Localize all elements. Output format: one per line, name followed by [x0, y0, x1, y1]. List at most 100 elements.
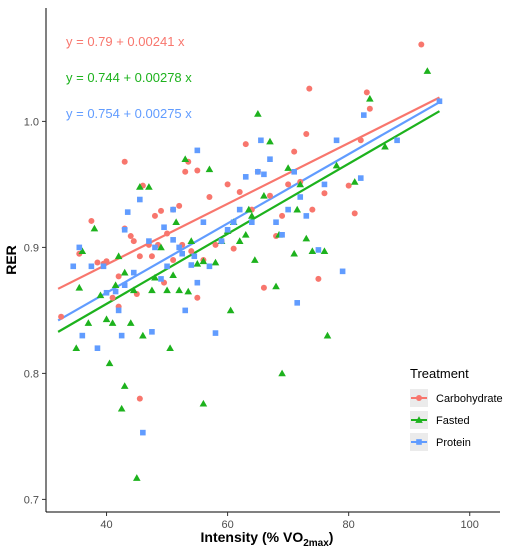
data-point-fasted: [172, 218, 180, 226]
data-point-carbohydrate: [242, 141, 249, 148]
data-point-fasted: [350, 178, 359, 185]
data-point-protein: [261, 171, 267, 178]
data-point-carbohydrate: [158, 207, 165, 214]
fit-line-fasted: [57, 110, 441, 333]
data-point-protein: [179, 250, 185, 257]
data-point-protein: [176, 244, 182, 251]
data-point-carbohydrate: [266, 192, 273, 199]
data-point-fasted: [145, 183, 153, 190]
legend-item-fasted: Fasted: [410, 411, 470, 429]
legend-marker: [416, 395, 422, 401]
data-point-carbohydrate: [230, 245, 237, 252]
data-point-protein: [249, 219, 255, 225]
data-point-protein: [321, 181, 328, 188]
data-point-carbohydrate: [94, 259, 101, 266]
fit-line-carbohydrate: [57, 96, 440, 290]
data-point-fasted: [308, 247, 317, 255]
data-point-fasted: [251, 256, 259, 263]
data-point-protein: [182, 307, 189, 314]
data-point-carbohydrate: [136, 395, 143, 402]
data-point-protein: [333, 137, 340, 144]
data-point-carbohydrate: [170, 257, 177, 263]
data-point-fasted: [199, 257, 208, 265]
data-point-fasted: [75, 283, 84, 291]
data-point-protein: [394, 137, 400, 144]
data-point-protein: [258, 137, 264, 144]
data-point-protein: [267, 156, 273, 162]
data-point-protein: [152, 244, 158, 251]
legend-marker: [416, 439, 422, 445]
data-point-fasted: [136, 183, 144, 190]
data-point-fasted: [117, 404, 126, 412]
data-point-fasted: [111, 281, 120, 289]
data-point-fasted: [129, 286, 138, 294]
data-point-carbohydrate: [194, 294, 201, 301]
x-axis-title: Intensity (% VO2max): [201, 529, 334, 549]
data-point-fasted: [139, 331, 147, 339]
y-axis-ticks: 0.7 0.8 0.9 1.0: [24, 116, 46, 506]
data-point-fasted: [72, 344, 81, 352]
data-point-protein: [191, 253, 198, 260]
data-point-carbohydrate: [303, 131, 310, 137]
series-fasted: [72, 67, 432, 481]
data-point-fasted: [175, 286, 183, 294]
data-point-carbohydrate: [306, 85, 313, 92]
data-point-protein: [118, 332, 125, 339]
data-point-fasted: [235, 237, 244, 244]
data-point-fasted: [278, 369, 286, 377]
data-point-fasted: [293, 205, 302, 213]
data-point-protein: [194, 147, 201, 154]
data-point-carbohydrate: [357, 137, 364, 144]
data-point-protein: [79, 332, 86, 339]
data-point-fasted: [96, 291, 105, 299]
x-tick-label: 40: [100, 519, 112, 531]
data-point-protein: [255, 169, 261, 175]
data-point-fasted: [157, 243, 165, 251]
data-point-carbohydrate: [136, 253, 143, 260]
data-point-fasted: [78, 247, 87, 255]
data-point-protein: [315, 247, 322, 253]
data-point-carbohydrate: [315, 275, 322, 282]
data-point-carbohydrate: [212, 241, 219, 248]
data-point-carbohydrate: [224, 181, 231, 188]
data-point-fasted: [226, 306, 235, 314]
x-tick-label: 100: [461, 519, 479, 531]
data-point-carbohydrate: [260, 284, 267, 291]
data-point-protein: [121, 282, 128, 288]
data-point-fasted: [323, 331, 332, 339]
data-point-fasted: [133, 474, 141, 481]
data-point-protein: [170, 237, 176, 243]
data-point-protein: [158, 276, 164, 282]
data-point-fasted: [366, 94, 374, 102]
data-point-fasted: [120, 382, 129, 389]
legend-label: Carbohydrate: [436, 393, 503, 405]
data-point-fasted: [120, 268, 129, 276]
legend-item-protein: Protein: [410, 433, 471, 451]
x-axis-title-tail: ): [329, 529, 334, 545]
data-point-fasted: [114, 252, 123, 260]
plot-area: 0.7 0.8 0.9 1.0 40 60 80 100 y = 0.79 + 0.0024…: [24, 8, 500, 531]
data-point-fasted: [260, 191, 268, 199]
data-point-protein: [88, 263, 95, 270]
legend-items: Carbohydrate Fasted Protein: [410, 389, 503, 451]
legend-label: Protein: [436, 437, 471, 449]
data-point-protein: [146, 238, 152, 244]
x-axis-title-subscript: 2max: [303, 538, 329, 549]
data-point-carbohydrate: [418, 41, 425, 48]
data-point-fasted: [254, 110, 262, 117]
data-point-fasted: [105, 359, 114, 367]
data-point-carbohydrate: [127, 233, 134, 240]
regression-equations: y = 0.79 + 0.00241 x y = 0.744 + 0.00278 …: [66, 34, 192, 121]
data-point-protein: [273, 219, 279, 225]
data-point-protein: [76, 244, 83, 251]
data-point-carbohydrate: [176, 202, 183, 209]
data-point-protein: [361, 112, 367, 118]
data-point-fasted: [126, 319, 135, 326]
data-point-protein: [436, 98, 443, 105]
data-points: [58, 41, 443, 481]
data-point-protein: [194, 279, 201, 286]
x-axis-ticks: 40 60 80 100: [100, 512, 479, 531]
data-point-fasted: [181, 155, 190, 163]
data-point-carbohydrate: [115, 273, 122, 280]
